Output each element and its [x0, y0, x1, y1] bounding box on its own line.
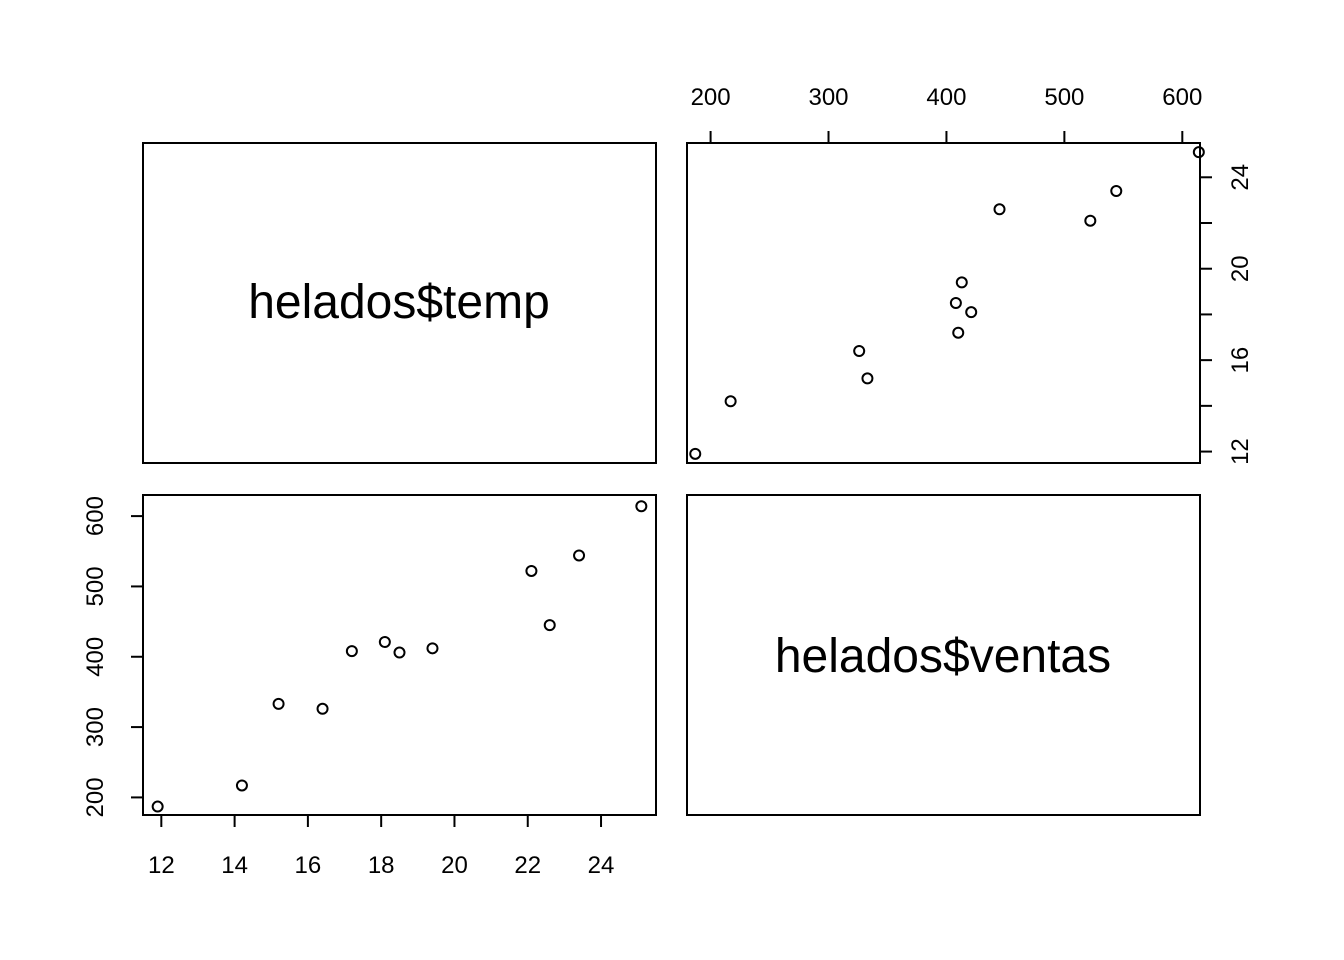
bottom-x-tick-label: 18: [368, 852, 395, 879]
data-point: [853, 345, 866, 357]
panel-top-left-frame: [142, 142, 657, 464]
data-point: [1084, 214, 1097, 227]
data-point: [426, 642, 439, 655]
right-y-tick-label: 20: [1227, 255, 1254, 282]
data-point: [345, 645, 358, 658]
top-x-tick-label: 500: [1044, 84, 1084, 111]
top-x-tick-label: 200: [691, 84, 731, 111]
scatter-temp-vs-ventas: 12 14 16 18 20 22 24 200 300 400 500 600: [82, 496, 648, 879]
bottom-x-tick-label: 14: [221, 852, 248, 879]
right-y-tick-label: 16: [1227, 347, 1254, 374]
panel-top-right-frame: [686, 142, 1201, 464]
left-y-tick-label: 400: [82, 637, 109, 677]
diagonal-label-temp: helados$temp: [248, 276, 550, 329]
data-point: [955, 276, 968, 289]
data-point: [235, 779, 248, 792]
left-y-tick-label: 200: [82, 777, 109, 817]
data-point: [965, 306, 978, 319]
bottom-x-tick-label: 20: [441, 852, 468, 879]
bottom-x-tick-label: 16: [295, 852, 322, 879]
top-x-tick-label: 400: [926, 84, 966, 111]
data-point: [1110, 185, 1123, 197]
right-y-tick-label: 12: [1227, 438, 1254, 465]
left-y-tick-label: 300: [82, 707, 109, 747]
bottom-x-tick-label: 22: [514, 852, 541, 879]
data-point: [952, 326, 965, 339]
data-point: [689, 447, 702, 460]
data-point: [316, 702, 329, 715]
top-x-tick-label: 300: [808, 84, 848, 111]
data-point: [993, 203, 1006, 216]
data-point: [525, 564, 538, 577]
left-y-tick-label: 600: [82, 496, 109, 536]
data-point: [151, 800, 164, 813]
data-point: [1192, 146, 1205, 159]
data-point: [378, 635, 391, 648]
panel-bottom-left-frame: [142, 494, 657, 816]
data-point: [635, 500, 648, 513]
left-y-tick-label: 500: [82, 566, 109, 606]
data-point: [724, 395, 737, 408]
scatter-ventas-vs-temp: 200 300 400 500 600 12 16 20 24: [689, 84, 1254, 465]
top-x-tick-label: 600: [1162, 84, 1202, 111]
panel-bottom-right-frame: [686, 494, 1201, 816]
data-point: [272, 697, 285, 710]
data-point: [393, 646, 406, 659]
bottom-x-tick-label: 12: [148, 852, 175, 879]
right-y-tick-label: 24: [1227, 164, 1254, 191]
data-point: [573, 549, 586, 562]
diagonal-label-ventas: helados$ventas: [775, 630, 1111, 683]
data-point: [543, 619, 556, 632]
data-point: [949, 297, 962, 309]
bottom-x-tick-label: 24: [588, 852, 615, 879]
data-point: [861, 372, 874, 385]
